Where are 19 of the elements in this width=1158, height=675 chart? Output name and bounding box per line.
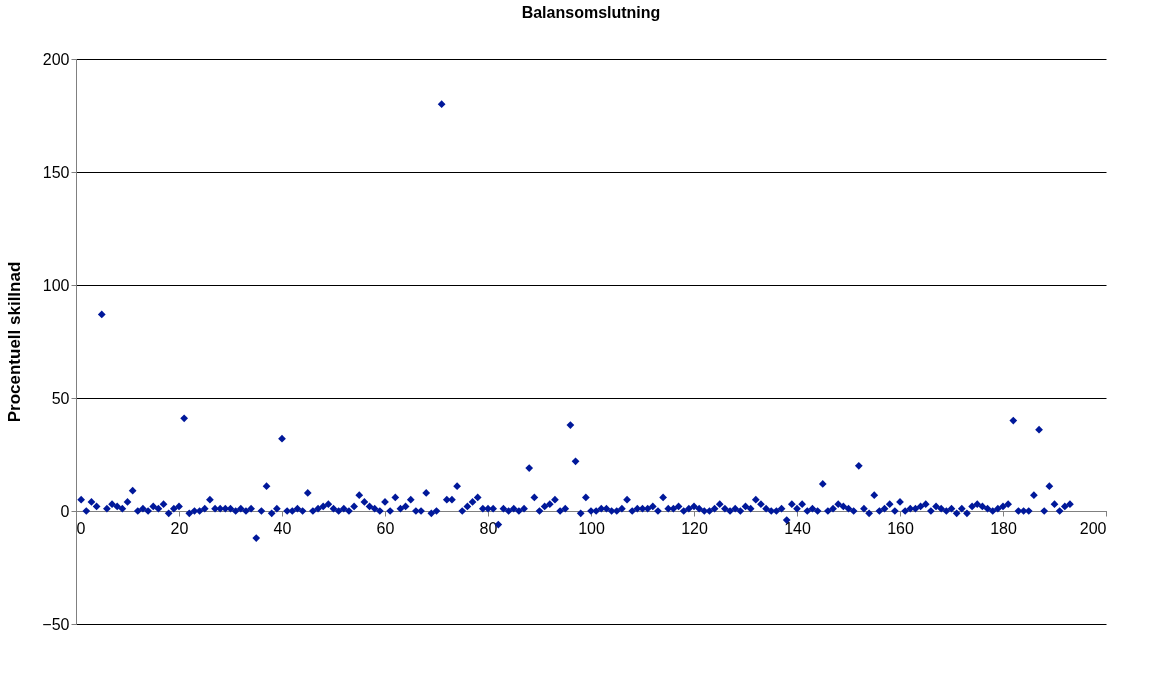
x-tick-label: 120 bbox=[681, 519, 708, 537]
x-tick-label: 100 bbox=[578, 519, 605, 537]
x-tick-label: 20 bbox=[170, 519, 189, 537]
x-tick-label: 60 bbox=[376, 519, 395, 537]
x-tick-label: 40 bbox=[273, 519, 292, 537]
x-tick-label: 80 bbox=[479, 519, 498, 537]
x-tick-label: 160 bbox=[887, 519, 914, 537]
y-tick-label: 100 bbox=[42, 276, 70, 294]
x-tick-label: 180 bbox=[990, 519, 1017, 537]
x-tick-label: 140 bbox=[784, 519, 811, 537]
y-tick-label: 0 bbox=[60, 502, 70, 520]
y-tick-label: 50 bbox=[51, 389, 70, 407]
y-tick-label: 150 bbox=[42, 163, 70, 181]
chart-title: Balansomslutning bbox=[521, 4, 661, 21]
x-tick-label: 0 bbox=[76, 519, 86, 537]
y-axis-title: Procentuell skillnad bbox=[5, 261, 25, 423]
y-tick-label: 200 bbox=[42, 50, 70, 68]
x-tick-label: 200 bbox=[1079, 519, 1107, 537]
y-tick-label: −50 bbox=[42, 615, 70, 633]
